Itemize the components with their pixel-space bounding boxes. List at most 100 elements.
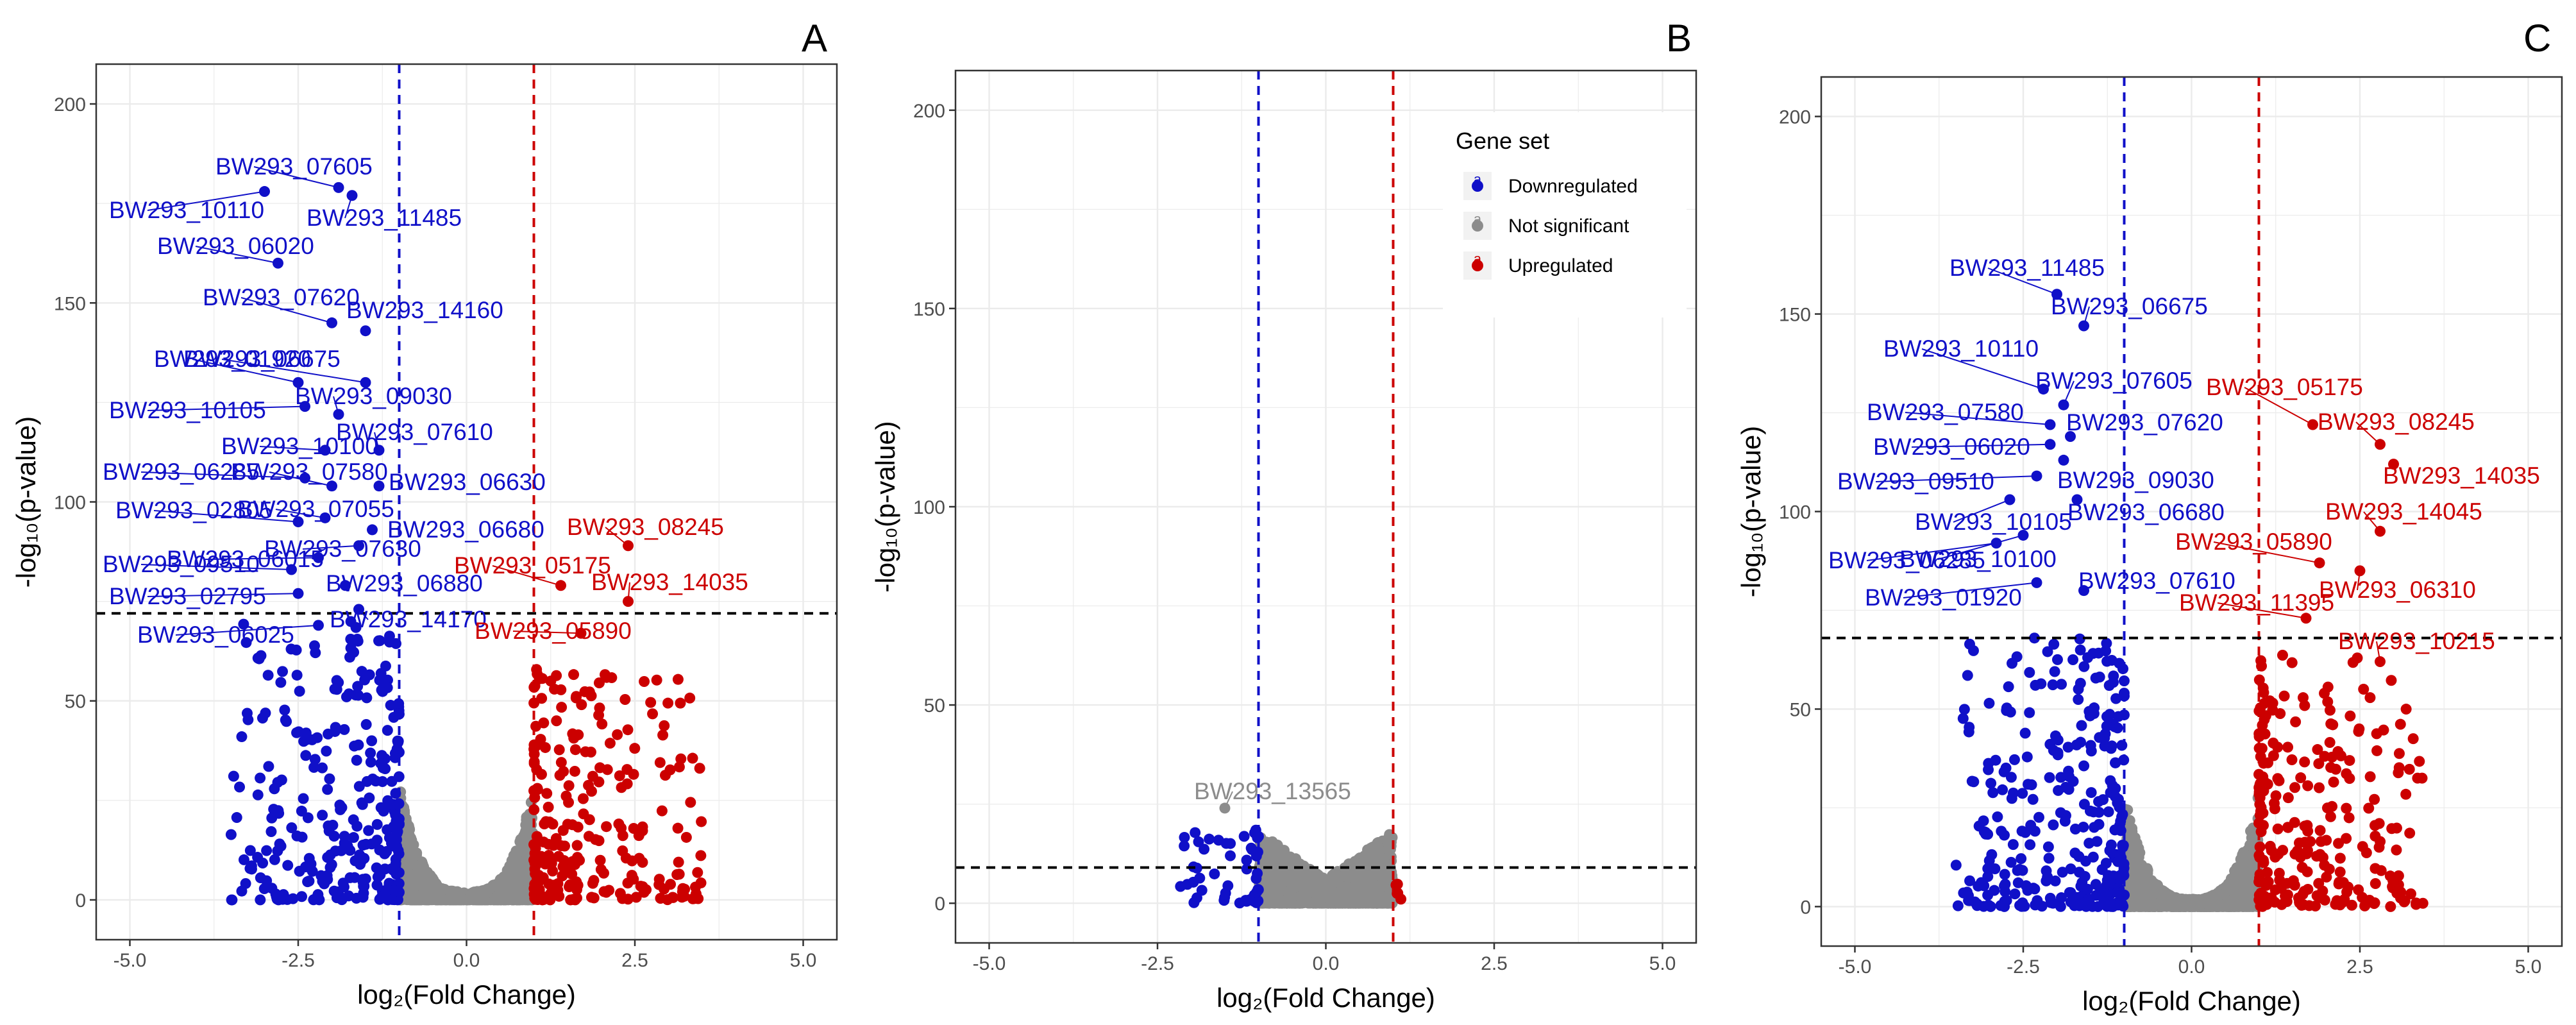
data-point (554, 770, 566, 781)
data-point (571, 884, 582, 895)
data-point (647, 708, 659, 720)
data-point (357, 840, 369, 851)
data-point (595, 864, 607, 876)
gene-label: BW293_02795 (109, 583, 266, 609)
data-point (557, 861, 569, 872)
data-point (606, 672, 618, 684)
data-point (298, 793, 309, 804)
point-cloud (225, 616, 707, 906)
data-point (383, 636, 395, 648)
data-point (1373, 890, 1385, 901)
data-point (555, 757, 567, 768)
data-point (1335, 871, 1347, 883)
data-point (263, 761, 274, 772)
y-tick-label: 200 (913, 101, 945, 122)
data-point (578, 808, 589, 820)
data-point (286, 822, 298, 833)
data-point (331, 675, 342, 686)
data-point (352, 681, 364, 692)
data-point (585, 786, 597, 797)
data-point (300, 750, 312, 761)
data-point (1304, 878, 1316, 890)
data-point (275, 677, 287, 688)
data-point (357, 799, 368, 810)
data-point (225, 829, 237, 840)
data-point (300, 727, 312, 739)
data-point (358, 852, 370, 864)
data-point (553, 890, 565, 902)
gene-label: BW293_07620 (203, 284, 360, 310)
x-axis-title: log₂(Fold Change) (357, 979, 576, 1010)
data-point (612, 729, 623, 740)
gene-label: BW293_06025 (137, 622, 294, 648)
data-point (273, 808, 285, 819)
data-point (360, 718, 372, 730)
data-point (662, 697, 674, 709)
labeled-point (367, 524, 378, 536)
data-point (1295, 864, 1306, 876)
data-point (234, 781, 246, 793)
data-point (255, 872, 266, 884)
data-point (684, 692, 696, 704)
gene-label: BW293_08245 (567, 514, 724, 540)
gene-label: BW293_10110 (109, 197, 264, 223)
data-point (269, 783, 280, 795)
gene-label: BW293_06020 (157, 233, 314, 259)
y-tick-label: 0 (934, 894, 945, 915)
data-point (228, 770, 239, 782)
data-point (339, 837, 350, 849)
data-point (695, 850, 707, 861)
data-point (382, 682, 393, 693)
data-point (543, 801, 554, 813)
y-axis-title: -log₁₀(p-value) (11, 416, 41, 588)
labeled-point (623, 540, 634, 552)
data-point (260, 707, 271, 719)
x-axis-title: log₂(Fold Change) (1216, 983, 1435, 1013)
data-point (692, 867, 703, 878)
data-point (1283, 876, 1295, 888)
data-point (1331, 895, 1343, 906)
data-point (1194, 872, 1206, 884)
data-point (645, 697, 657, 708)
data-point (238, 854, 249, 865)
data-point (349, 740, 360, 752)
data-point (587, 877, 598, 889)
data-point (680, 831, 692, 843)
data-point (1182, 879, 1193, 890)
data-point (321, 745, 332, 757)
data-point (371, 834, 383, 846)
data-point (559, 840, 571, 852)
data-point (312, 732, 323, 743)
data-point (236, 885, 248, 897)
legend-title: Gene set (1456, 128, 1549, 154)
labeled-point (259, 186, 270, 198)
data-point (1209, 868, 1220, 879)
data-point (619, 693, 631, 705)
legend-glyph: a (1474, 251, 1482, 267)
y-tick-label: 50 (924, 695, 945, 716)
legend-label: Not significant (1508, 216, 1629, 237)
data-point (673, 856, 684, 868)
data-point (373, 635, 385, 647)
labeled-point (623, 596, 634, 607)
data-point (319, 878, 330, 890)
x-tick-label: 5.0 (1649, 953, 1676, 974)
x-tick-label: -5.0 (973, 953, 1006, 974)
data-point (269, 854, 280, 865)
data-point (351, 754, 362, 766)
gene-label: BW293_14170 (330, 606, 487, 632)
y-tick-label: 0 (75, 890, 86, 911)
data-point (430, 894, 441, 906)
data-point (324, 849, 336, 861)
data-point (653, 879, 665, 890)
data-point (565, 894, 577, 906)
data-point (627, 855, 638, 867)
legend-label: Downregulated (1508, 176, 1638, 197)
labeled-point (360, 325, 371, 337)
data-point (246, 863, 257, 875)
data-point (541, 788, 553, 799)
y-tick-label: 50 (65, 691, 86, 713)
data-point (382, 725, 393, 736)
